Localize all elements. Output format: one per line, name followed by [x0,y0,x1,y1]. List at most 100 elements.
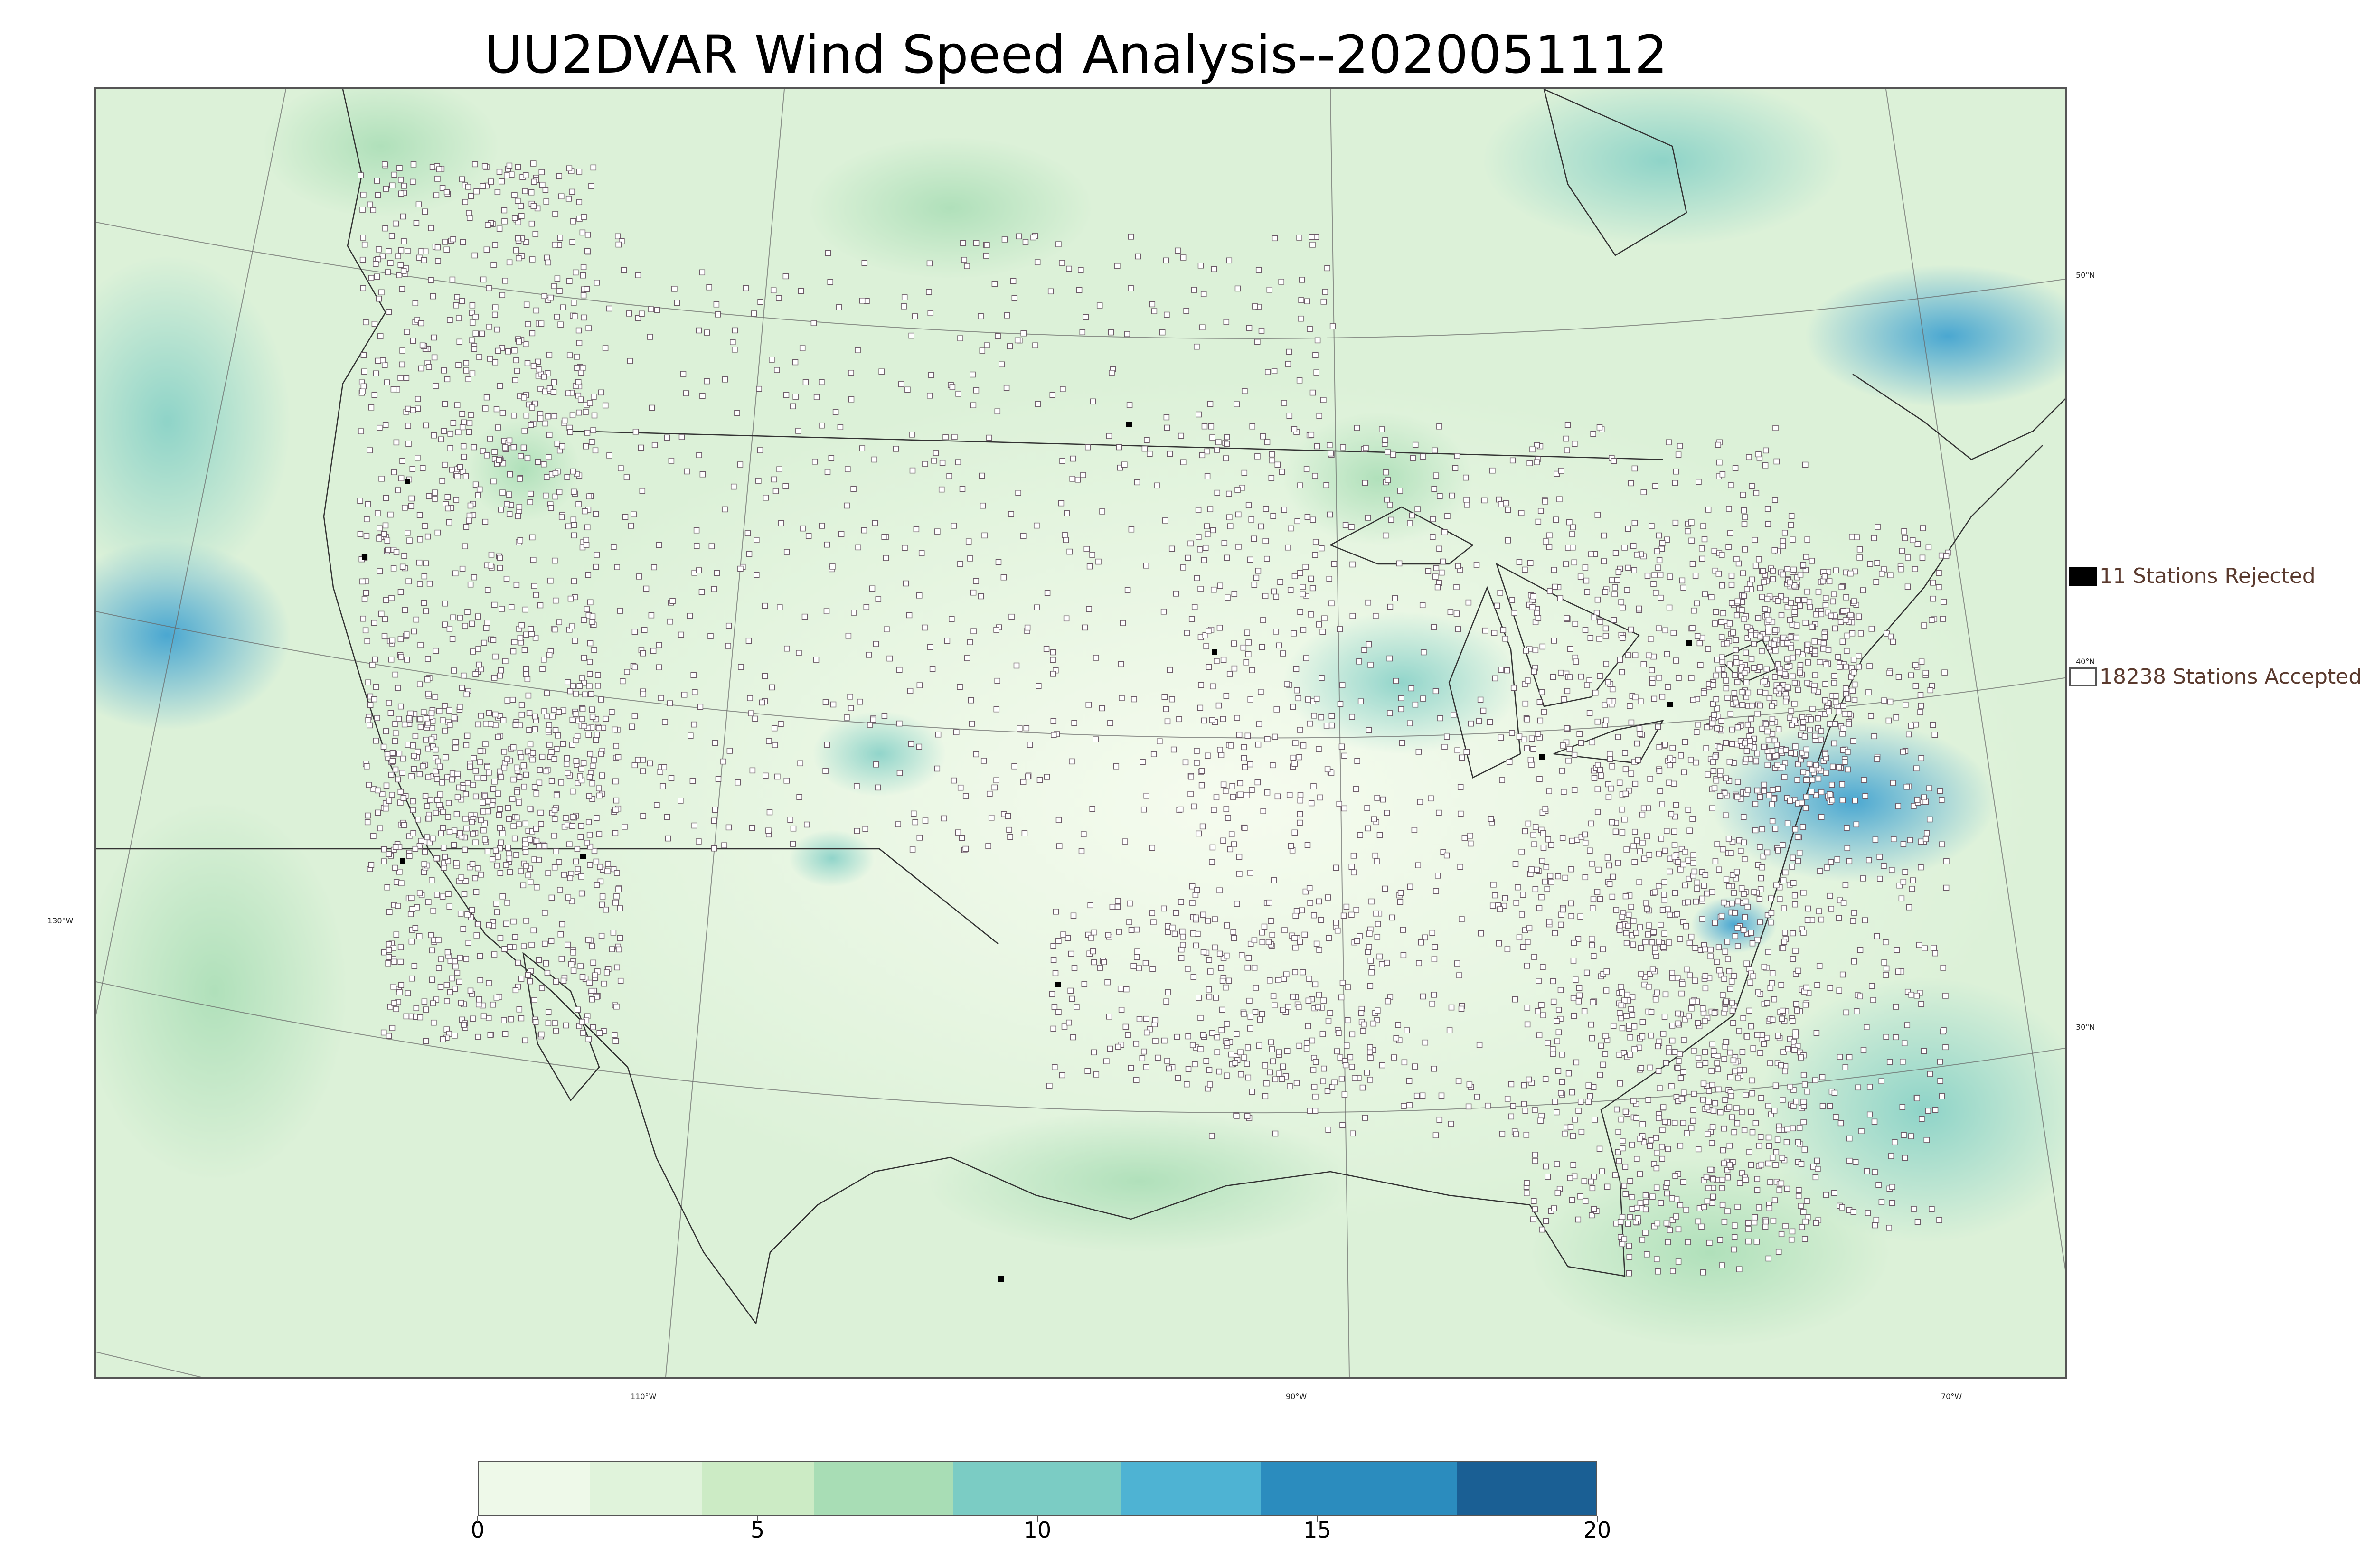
accepted-station-marker [1790,1087,1797,1093]
accepted-station-marker [1888,1153,1894,1159]
accepted-station-marker [456,338,463,345]
accepted-station-marker [1555,873,1561,880]
accepted-station-marker [585,819,592,825]
accepted-station-marker [1726,883,1732,890]
accepted-station-marker [1653,590,1659,596]
accepted-station-marker [970,589,977,596]
accepted-station-marker [581,214,587,220]
accepted-station-marker [438,436,444,442]
accepted-station-marker [385,960,391,967]
accepted-station-marker [1136,1016,1143,1022]
accepted-station-marker [1272,235,1278,242]
accepted-station-marker [984,242,990,248]
accepted-station-marker [1268,1039,1274,1045]
accepted-station-marker [903,580,909,587]
accepted-station-marker [1281,400,1287,406]
accepted-station-marker [1281,927,1288,933]
accepted-station-marker [1524,1180,1530,1186]
accepted-station-marker [973,387,980,394]
accepted-station-marker [457,615,463,621]
accepted-station-marker [904,386,911,393]
accepted-station-marker [433,855,440,862]
accepted-station-marker [406,715,413,722]
accepted-station-marker [1774,1136,1781,1143]
accepted-station-marker [1421,649,1427,656]
accepted-station-marker [1286,792,1293,798]
accepted-station-marker [1790,880,1797,886]
accepted-station-marker [1361,647,1367,653]
accepted-station-marker [1850,657,1857,663]
accepted-station-marker [614,870,620,876]
map-canvas[interactable] [96,89,2065,1377]
accepted-station-marker [416,512,423,518]
accepted-station-marker [1090,398,1096,405]
accepted-station-marker [869,585,876,592]
accepted-station-marker [1063,537,1069,543]
accepted-station-marker [1242,764,1248,770]
accepted-station-marker [1732,910,1738,916]
accepted-station-marker [1455,1078,1462,1084]
accepted-station-marker [1305,997,1312,1004]
accepted-station-marker [1741,839,1747,846]
accepted-station-marker [1387,710,1393,716]
accepted-station-marker [1643,900,1649,906]
accepted-station-marker [1165,989,1171,995]
accepted-station-marker [472,671,479,677]
accepted-station-marker [1175,247,1181,254]
accepted-station-marker [1059,260,1065,266]
accepted-station-marker [589,714,596,720]
accepted-station-marker [587,751,594,757]
accepted-station-marker [1656,675,1662,681]
accepted-station-marker [988,815,995,821]
accepted-station-marker [1509,730,1515,736]
accepted-station-marker [1760,568,1766,574]
accepted-station-marker [1490,882,1497,888]
accepted-station-marker [1184,630,1190,636]
accepted-station-marker [1866,857,1872,864]
accepted-station-marker [407,911,414,917]
wind-speed-map[interactable] [94,87,2067,1379]
accepted-station-marker [1784,684,1791,690]
accepted-station-marker [1611,617,1617,623]
accepted-station-marker [375,809,381,816]
accepted-station-marker [1387,502,1393,508]
accepted-station-marker [1664,828,1670,834]
accepted-station-marker [1731,890,1737,896]
accepted-station-marker [1350,1130,1356,1137]
accepted-station-marker [530,750,536,756]
accepted-station-marker [1609,577,1615,583]
accepted-station-marker [957,335,963,341]
accepted-station-marker [712,807,718,813]
accepted-station-marker [1349,1031,1356,1038]
accepted-station-marker [909,432,915,438]
accepted-station-marker [427,797,433,803]
accepted-station-marker [480,276,487,283]
accepted-station-marker [1558,1090,1564,1096]
accepted-station-marker [1362,480,1368,486]
accepted-station-marker [1343,903,1350,910]
accepted-station-marker [1399,740,1405,746]
accepted-station-marker [639,488,646,494]
accepted-station-marker [1563,435,1569,442]
accepted-station-marker [518,868,524,874]
accepted-station-marker [403,375,410,381]
accepted-station-marker [617,977,624,984]
accepted-station-marker [1724,695,1731,701]
accepted-station-marker [927,310,934,316]
accepted-station-marker [769,684,775,691]
accepted-station-marker [564,755,570,761]
accepted-station-marker [1829,797,1836,804]
accepted-station-marker [544,713,550,720]
accepted-station-marker [1822,697,1828,704]
accepted-station-marker [599,901,605,908]
accepted-station-marker [802,379,809,385]
accepted-station-marker [1425,568,1432,574]
accepted-station-marker [360,352,367,358]
accepted-station-marker [491,951,498,958]
accepted-station-marker [1432,944,1438,950]
accepted-station-marker [687,613,693,619]
accepted-station-marker [756,385,762,392]
accepted-station-marker [1538,894,1545,901]
accepted-station-marker [1193,914,1199,921]
accepted-station-marker [502,444,508,451]
